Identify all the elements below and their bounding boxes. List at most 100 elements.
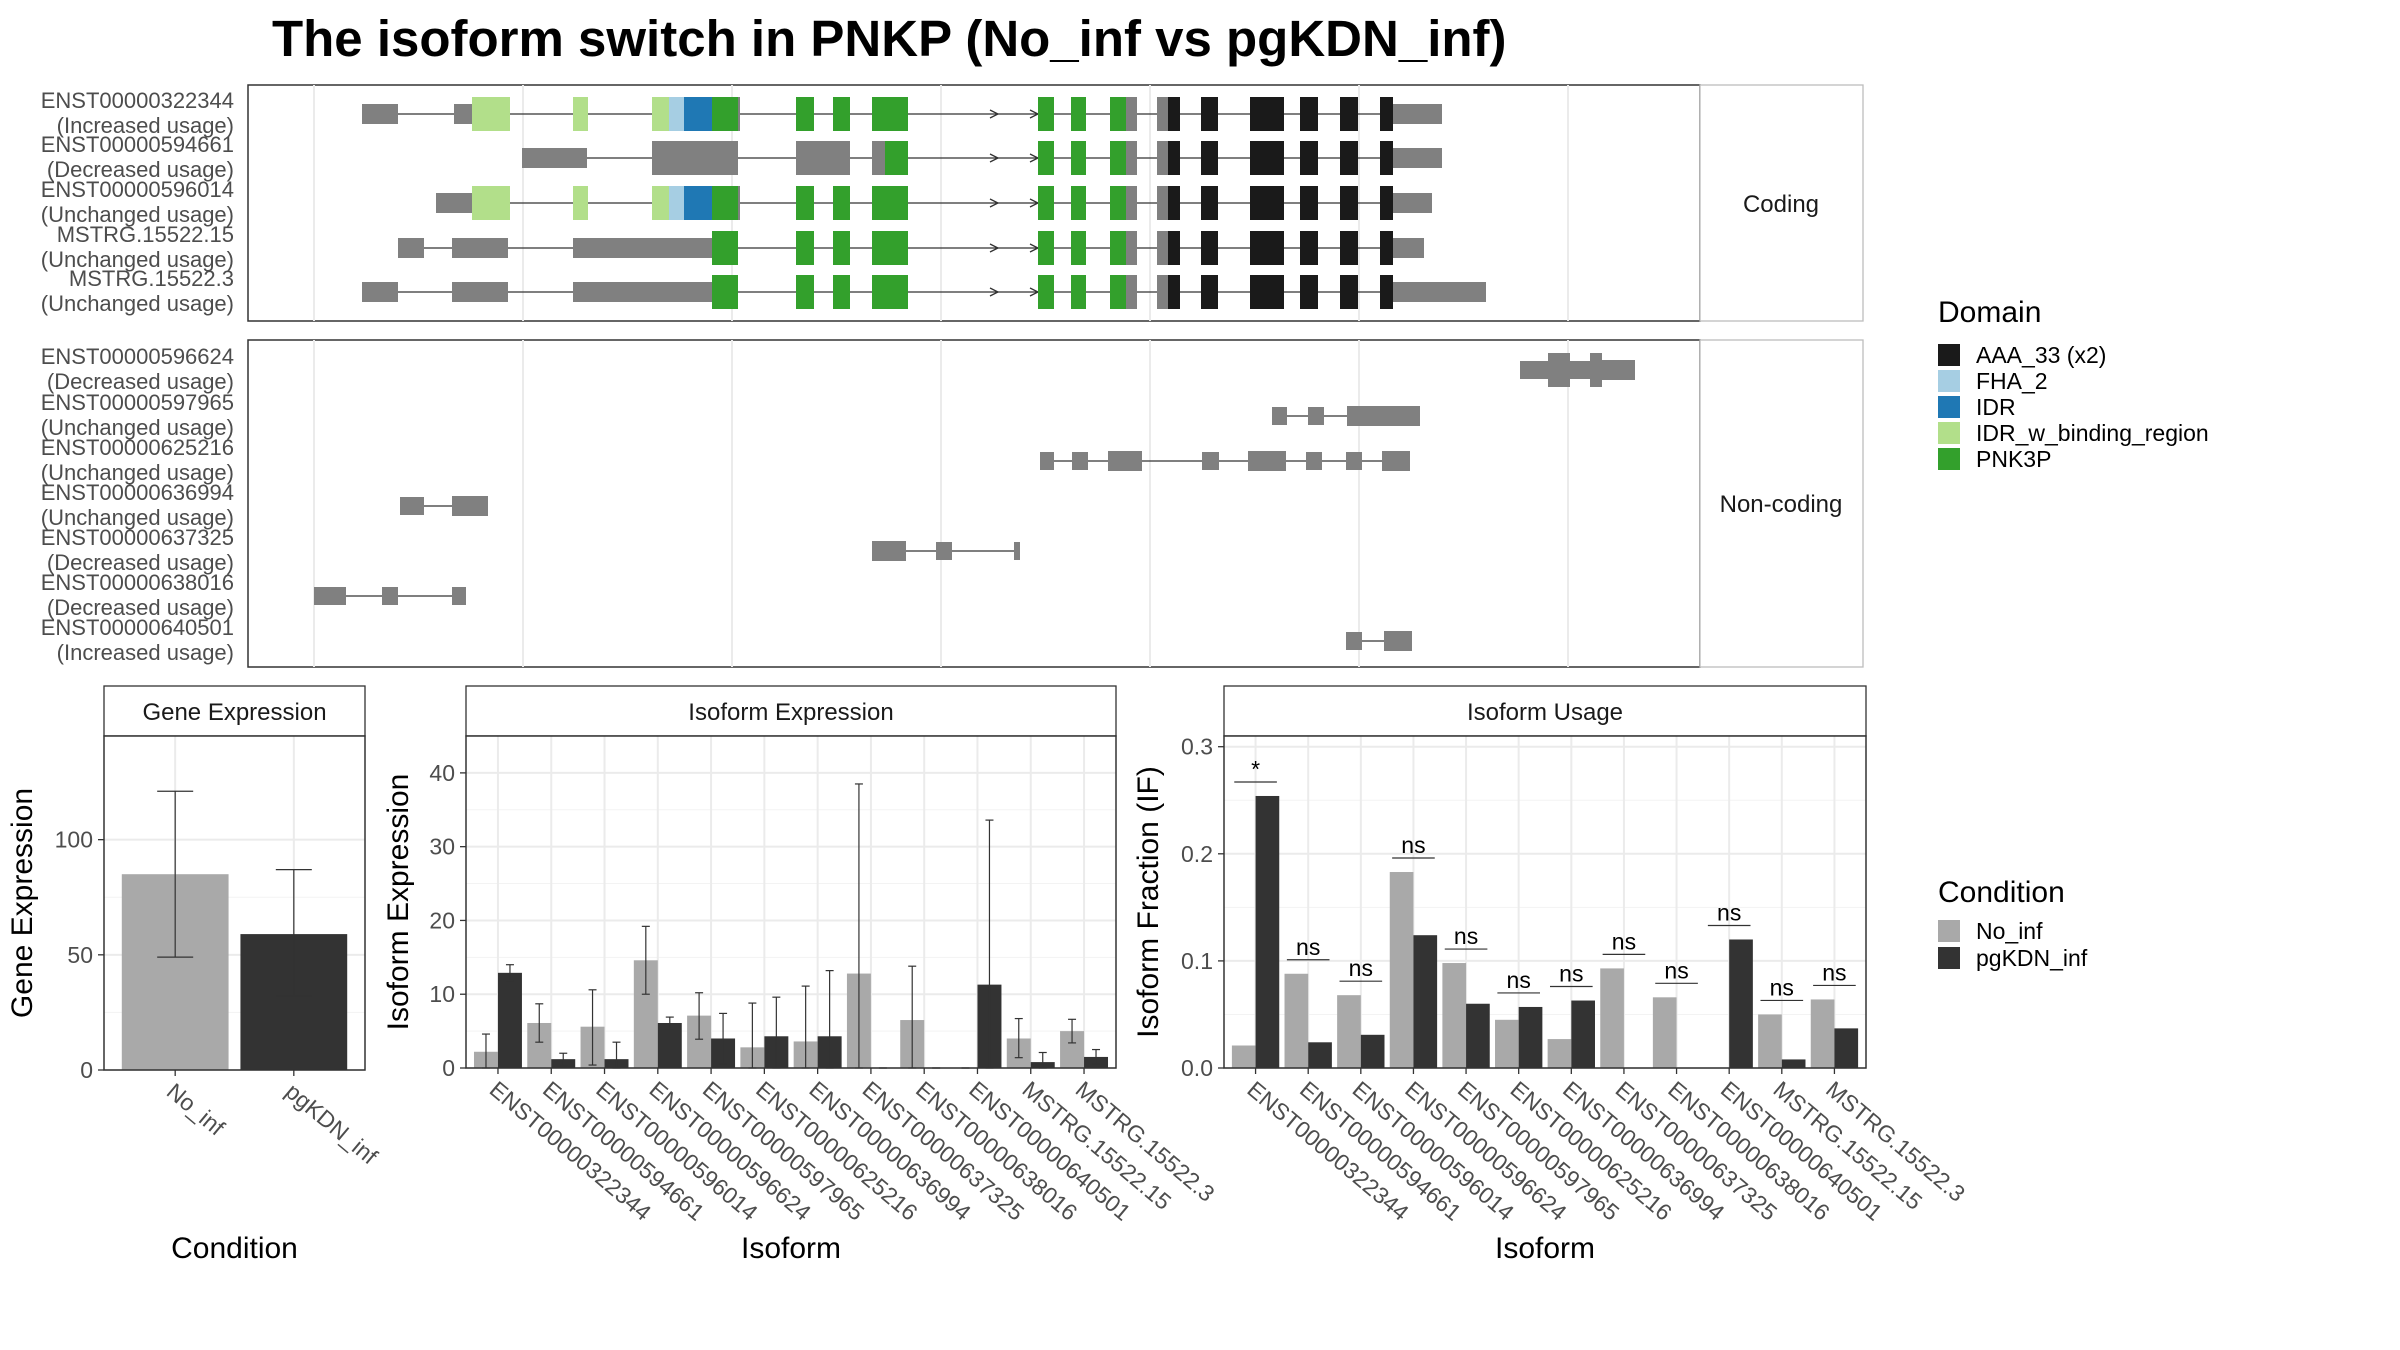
significance-marker: ns (1497, 967, 1541, 994)
exon (1108, 451, 1142, 471)
domain-exon (1340, 186, 1358, 220)
exon (452, 282, 508, 302)
condition-legend-swatch (1938, 920, 1960, 942)
exon (1126, 186, 1137, 220)
domain-exon (885, 141, 908, 175)
x-axis-title: Condition (171, 1232, 298, 1265)
domain-exon (872, 186, 908, 220)
exon (1393, 238, 1424, 258)
domain-exon (1380, 97, 1393, 131)
exon (1157, 97, 1168, 131)
domain-exon (1250, 141, 1284, 175)
isoform-usage-label: (Unchanged usage) (41, 460, 234, 485)
error-bar (1092, 1048, 1101, 1065)
exon (1126, 97, 1137, 131)
domain-exon (1110, 186, 1126, 220)
domain-exon (573, 186, 588, 220)
condition-legend-title: Condition (1938, 876, 2065, 909)
bar (1834, 1028, 1859, 1068)
significance-marker: * (1234, 756, 1277, 783)
domain-legend-swatch (1938, 344, 1960, 366)
exon (1393, 282, 1486, 302)
bar (1337, 995, 1361, 1068)
y-tick-label: 10 (429, 981, 455, 1007)
domain-exon (833, 231, 850, 265)
domain-exon (1168, 141, 1180, 175)
domain-exon (1038, 186, 1054, 220)
exon (1248, 451, 1286, 471)
exon (1438, 104, 1442, 124)
isoform-usage-label: (Decreased usage) (47, 550, 234, 575)
transcript-track (1346, 631, 1412, 651)
exon (1548, 353, 1570, 387)
domain-exon (652, 186, 669, 220)
exon (1346, 452, 1362, 470)
bar (1729, 939, 1753, 1068)
isoform-usage-label: (Unchanged usage) (41, 505, 234, 530)
exon (1126, 275, 1137, 309)
domain-exon (872, 231, 908, 265)
bar (527, 1022, 552, 1068)
bar (1360, 1034, 1385, 1068)
exon (1393, 104, 1438, 124)
domain-exon (1380, 275, 1393, 309)
bar (633, 960, 658, 1068)
y-tick-label: 0.1 (1181, 948, 1213, 974)
significance-marker: ns (1707, 899, 1751, 927)
domain-exon (712, 186, 738, 220)
isoform-id-label: ENST00000322344 (41, 88, 234, 113)
domain-exon (872, 97, 908, 131)
bar (1652, 997, 1677, 1068)
exon (1346, 632, 1362, 650)
isoform-id-label: ENST00000625216 (41, 435, 234, 460)
coding-isoform-labels: ENST00000322344(Increased usage)ENST0000… (41, 88, 234, 316)
y-tick-label: 0 (80, 1057, 93, 1083)
domain-exon (1038, 97, 1054, 131)
exon (522, 148, 587, 168)
domain-legend-label: IDR (1976, 394, 2016, 420)
domain-exon (1071, 97, 1086, 131)
domain-exon (1168, 97, 1180, 131)
exon (1384, 631, 1412, 651)
bar (1547, 1039, 1572, 1068)
condition-legend-label: pgKDN_inf (1976, 945, 2088, 971)
significance-label: ns (1770, 974, 1794, 1000)
bar (1495, 1019, 1519, 1068)
domain-exon (669, 97, 684, 131)
domain-exon (1250, 186, 1284, 220)
exon (936, 542, 952, 560)
domain-exon (1300, 231, 1318, 265)
isoform-id-label: ENST00000636994 (41, 480, 234, 505)
y-axis-title: Isoform Expression (382, 774, 415, 1031)
plot-title: The isoform switch in PNKP (No_inf vs pg… (272, 10, 1506, 67)
domain-exon (712, 275, 738, 309)
isoform-id-label: ENST00000597965 (41, 390, 234, 415)
isoform-id-label: ENST00000638016 (41, 570, 234, 595)
isoform-id-label: ENST00000640501 (41, 615, 234, 640)
panel-title: Gene Expression (142, 699, 326, 726)
transcript-track (362, 97, 1442, 131)
noncoding-isoform-labels: ENST00000596624(Decreased usage)ENST0000… (41, 344, 234, 665)
structure-coding-panel: Coding (247, 84, 1864, 322)
bar (1060, 1031, 1085, 1068)
isoform-usage-label: (Increased usage) (57, 640, 234, 665)
y-tick-label: 0.3 (1181, 734, 1213, 760)
domain-exon (1380, 231, 1393, 265)
exon (1306, 452, 1322, 470)
error-bar (1068, 1018, 1077, 1044)
exon (452, 238, 508, 258)
exon (1014, 542, 1020, 560)
exon (362, 104, 398, 124)
significance-label: ns (1296, 934, 1320, 960)
exon (796, 141, 850, 175)
domain-exon (1300, 97, 1318, 131)
transcript-track (872, 541, 1020, 561)
domain-exon (1300, 275, 1318, 309)
y-tick-label: 30 (429, 834, 455, 860)
isoform-usage-label: (Decreased usage) (47, 157, 234, 182)
significance-marker: ns (1655, 957, 1698, 984)
isoform-usage-label: (Unchanged usage) (41, 291, 234, 316)
transcript-track (400, 496, 488, 516)
